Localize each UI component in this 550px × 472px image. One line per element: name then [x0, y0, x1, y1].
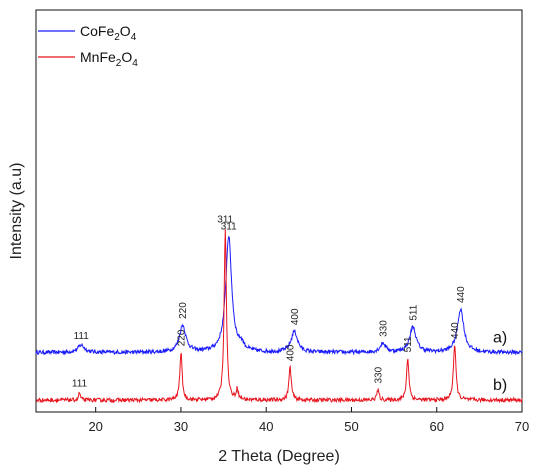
- x-tick-label: 30: [174, 419, 188, 434]
- legend: CoFe2O4 MnFe2O4: [38, 23, 138, 69]
- peak-label-co-111: 111: [74, 331, 90, 342]
- x-tick-label: 50: [344, 419, 358, 434]
- peak-label-mn-220: 220: [176, 329, 187, 346]
- peak-label-co-330: 330: [379, 320, 390, 337]
- x-axis-title: 2 Theta (Degree): [218, 448, 340, 465]
- x-tick-label: 70: [515, 419, 529, 434]
- x-tick-label: 40: [259, 419, 273, 434]
- peak-label-co-511: 511: [408, 304, 419, 320]
- x-axis-ticks: 20 30 40 50 60 70: [88, 407, 529, 434]
- legend-label-co: CoFe2O4: [80, 23, 137, 43]
- trace-tag-mn: b): [493, 377, 507, 394]
- peak-labels: 111 220 311 400 330 511 440 a) 111 220 311 400 330 51…: [72, 215, 507, 394]
- trace-tag-co: a): [493, 329, 507, 346]
- peak-label-mn-330: 330: [373, 366, 384, 383]
- series-line-co: [35, 235, 523, 356]
- x-tick-label: 20: [88, 419, 102, 434]
- legend-label-mn: MnFe2O4: [80, 49, 138, 69]
- plot-area: [35, 9, 523, 413]
- series-layer: [35, 229, 523, 404]
- peak-label-co-440: 440: [456, 286, 467, 303]
- x-tick-label: 60: [430, 419, 444, 434]
- peak-label-co-311: 311: [221, 222, 237, 233]
- peak-label-co-400: 400: [290, 308, 301, 325]
- peak-label-mn-311: 311: [217, 215, 233, 226]
- peak-label-mn-511: 511: [403, 336, 414, 352]
- peak-label-mn-400: 400: [286, 344, 297, 361]
- series-line-mn: [35, 229, 523, 404]
- y-axis-title: Intensity (a.u): [8, 163, 25, 260]
- peak-label-co-220: 220: [178, 302, 189, 319]
- peak-label-mn-111: 111: [72, 379, 88, 390]
- peak-label-mn-440: 440: [450, 322, 461, 339]
